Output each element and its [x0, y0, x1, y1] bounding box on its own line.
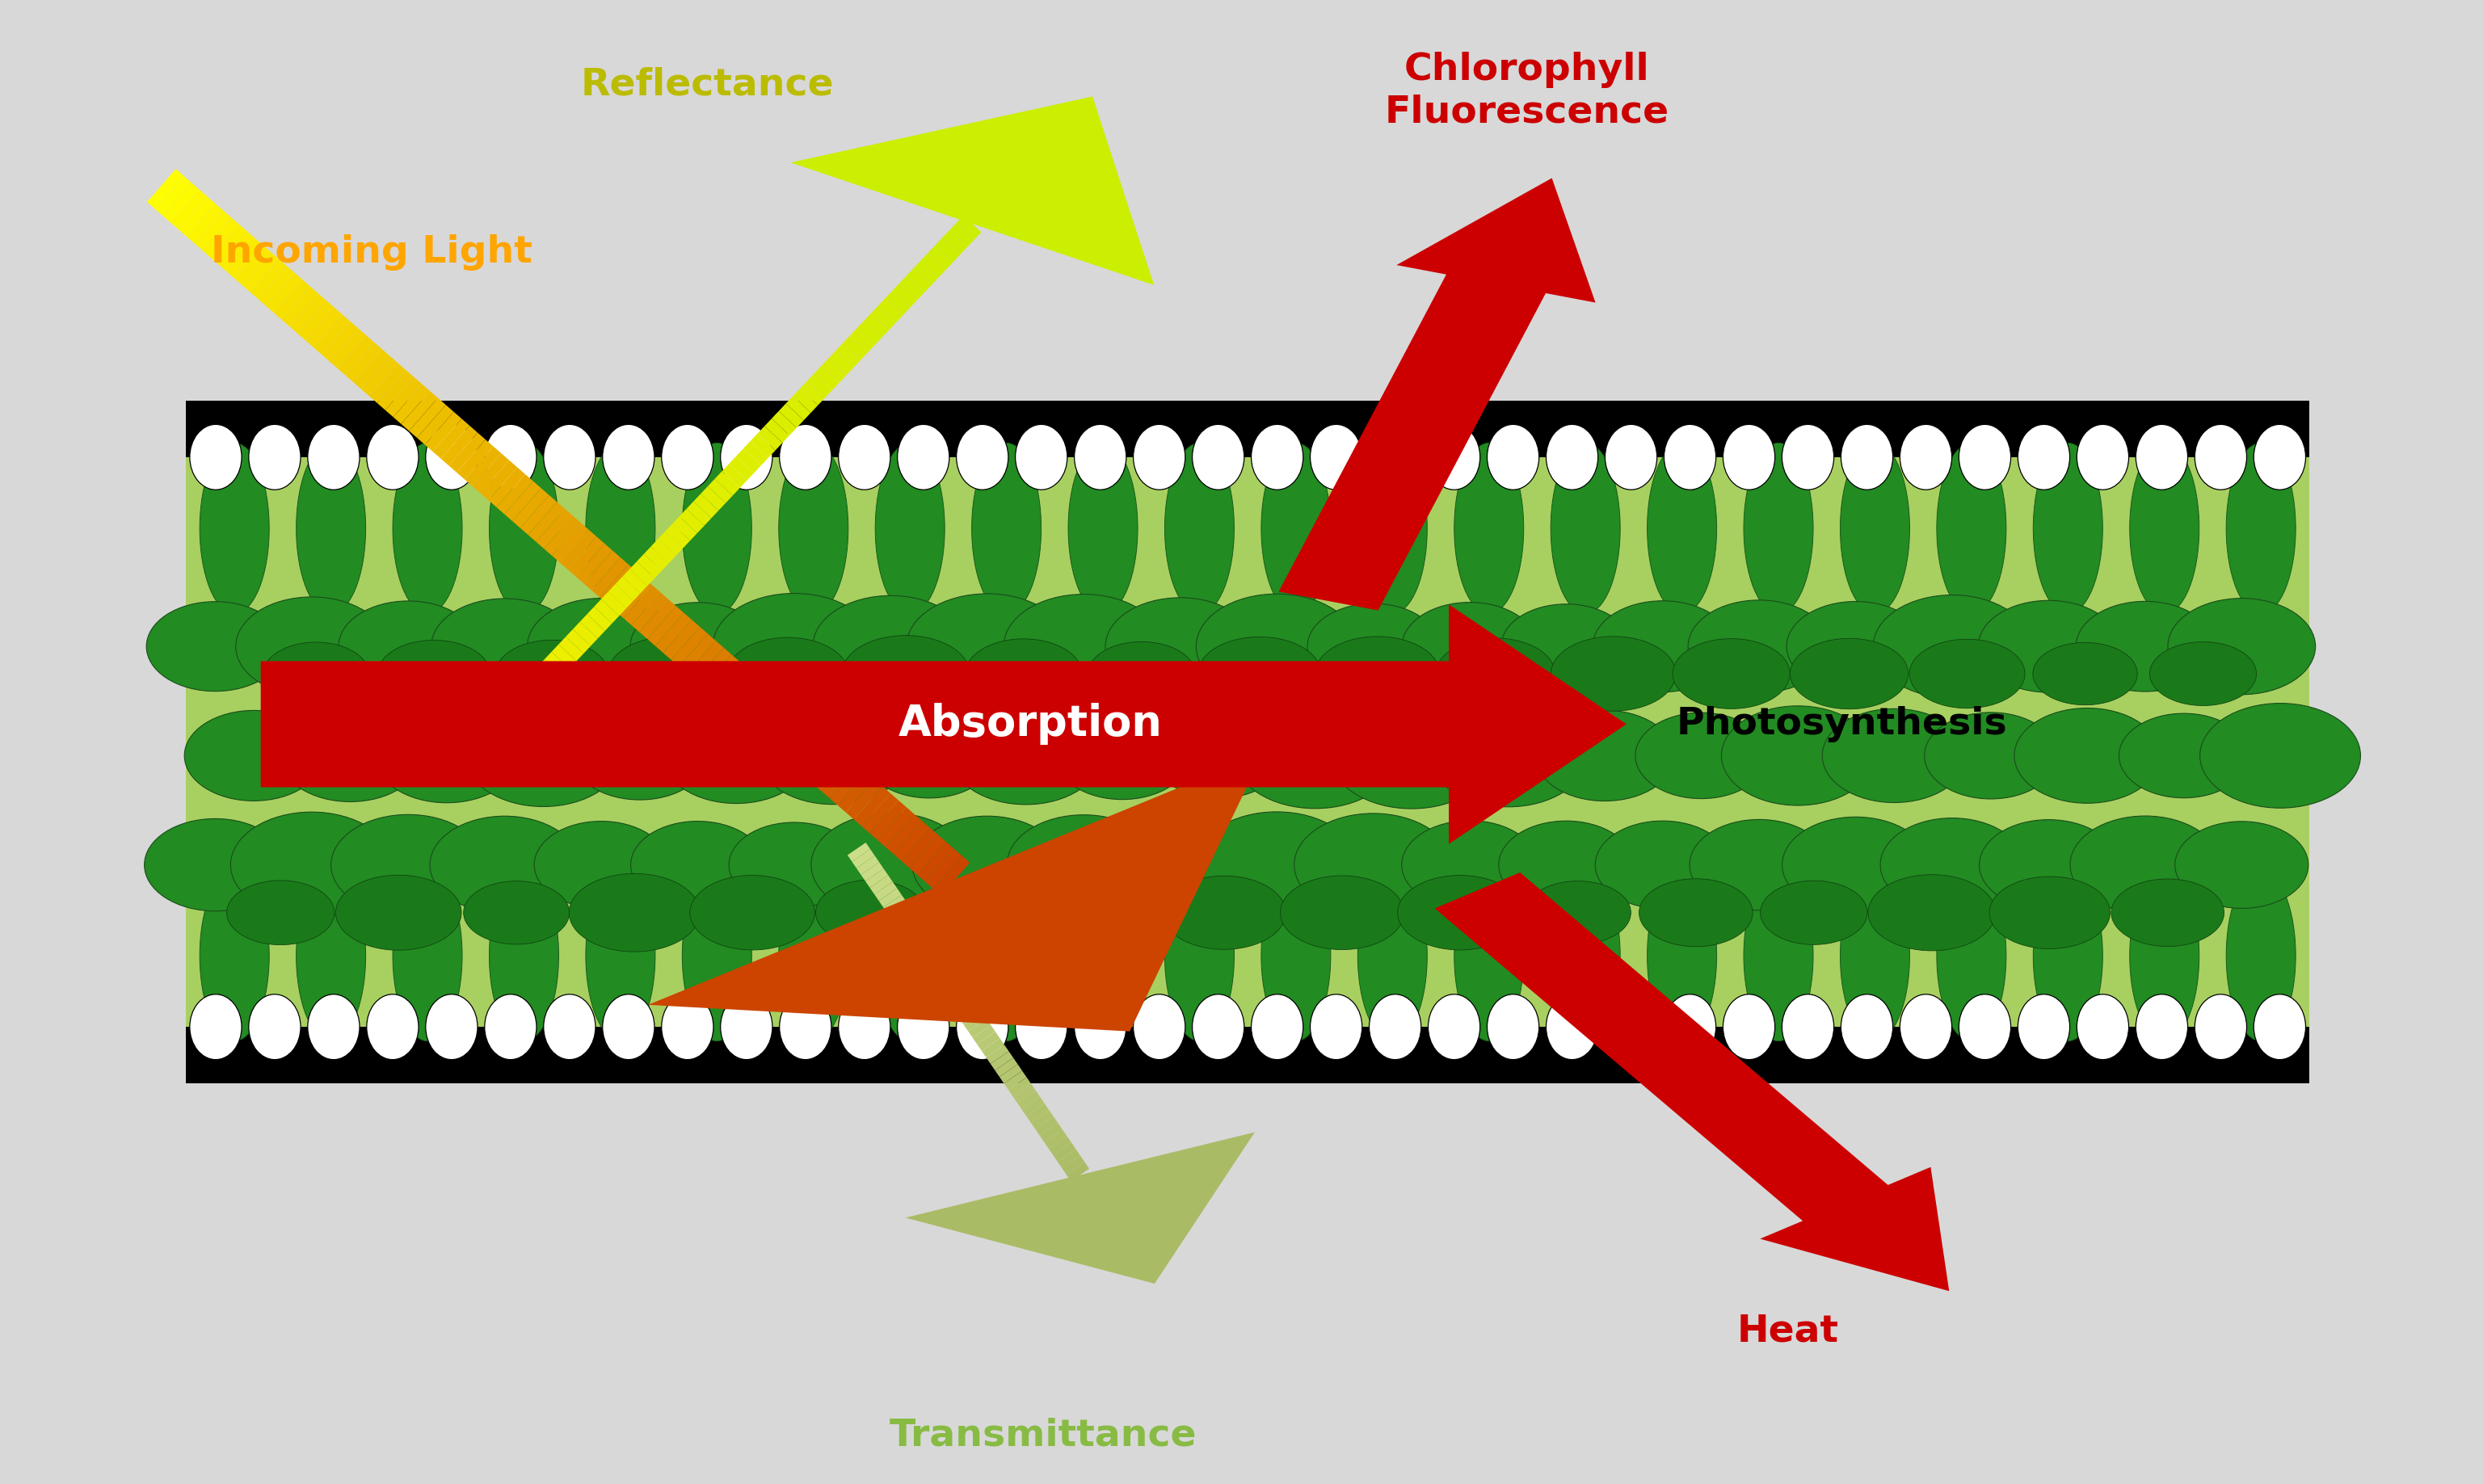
- FancyArrow shape: [1435, 873, 1949, 1291]
- Ellipse shape: [1075, 994, 1127, 1060]
- Text: Incoming Light: Incoming Light: [211, 234, 531, 270]
- Ellipse shape: [971, 870, 1040, 1042]
- Ellipse shape: [1502, 604, 1631, 689]
- Ellipse shape: [2255, 424, 2307, 490]
- Ellipse shape: [1358, 442, 1428, 614]
- Ellipse shape: [1547, 424, 1599, 490]
- Ellipse shape: [2227, 870, 2297, 1042]
- Ellipse shape: [780, 424, 832, 490]
- Ellipse shape: [2135, 424, 2188, 490]
- Ellipse shape: [534, 821, 668, 908]
- Ellipse shape: [1487, 994, 1539, 1060]
- Ellipse shape: [1234, 703, 1395, 809]
- Ellipse shape: [780, 870, 849, 1042]
- Ellipse shape: [1783, 994, 1835, 1060]
- Ellipse shape: [295, 442, 365, 614]
- Ellipse shape: [425, 994, 477, 1060]
- Ellipse shape: [1008, 815, 1160, 916]
- Ellipse shape: [1132, 424, 1184, 490]
- Ellipse shape: [1403, 603, 1537, 690]
- Ellipse shape: [817, 880, 924, 945]
- Ellipse shape: [1311, 994, 1363, 1060]
- Ellipse shape: [308, 424, 360, 490]
- Ellipse shape: [2014, 708, 2160, 803]
- Ellipse shape: [544, 994, 596, 1060]
- Ellipse shape: [1165, 442, 1234, 614]
- Ellipse shape: [432, 598, 579, 695]
- Ellipse shape: [2130, 870, 2200, 1042]
- Ellipse shape: [2071, 816, 2220, 914]
- Ellipse shape: [1636, 712, 1768, 798]
- Ellipse shape: [586, 442, 656, 614]
- Ellipse shape: [146, 601, 283, 692]
- Ellipse shape: [1525, 881, 1631, 944]
- Ellipse shape: [1604, 994, 1656, 1060]
- Ellipse shape: [1989, 877, 2111, 948]
- Ellipse shape: [1552, 442, 1621, 614]
- Ellipse shape: [660, 424, 713, 490]
- Ellipse shape: [1043, 876, 1169, 950]
- Ellipse shape: [1309, 604, 1440, 689]
- Text: Heat: Heat: [1736, 1313, 1840, 1349]
- Ellipse shape: [1368, 424, 1420, 490]
- Ellipse shape: [1790, 638, 1909, 709]
- Ellipse shape: [1872, 595, 2031, 697]
- Ellipse shape: [544, 424, 596, 490]
- Ellipse shape: [1840, 994, 1892, 1060]
- Ellipse shape: [1115, 822, 1244, 907]
- Ellipse shape: [226, 880, 335, 945]
- Ellipse shape: [757, 706, 906, 804]
- Ellipse shape: [1760, 880, 1867, 945]
- Ellipse shape: [1368, 994, 1420, 1060]
- Ellipse shape: [1165, 870, 1234, 1042]
- Ellipse shape: [1251, 994, 1304, 1060]
- Ellipse shape: [911, 816, 1063, 914]
- Ellipse shape: [1924, 712, 2056, 798]
- Ellipse shape: [1840, 424, 1892, 490]
- Ellipse shape: [1068, 870, 1137, 1042]
- Ellipse shape: [1664, 424, 1716, 490]
- Ellipse shape: [2118, 714, 2250, 798]
- Ellipse shape: [1899, 994, 1952, 1060]
- Ellipse shape: [1435, 638, 1554, 709]
- Ellipse shape: [1552, 870, 1621, 1042]
- Ellipse shape: [1428, 424, 1480, 490]
- Ellipse shape: [713, 594, 876, 699]
- Ellipse shape: [2076, 424, 2128, 490]
- Text: Transmittance: Transmittance: [889, 1417, 1197, 1453]
- Ellipse shape: [231, 812, 392, 917]
- Ellipse shape: [1331, 702, 1492, 809]
- Polygon shape: [790, 96, 1155, 285]
- Ellipse shape: [1552, 637, 1676, 711]
- Ellipse shape: [1281, 876, 1403, 950]
- Ellipse shape: [1088, 641, 1194, 706]
- Bar: [186, 1027, 2309, 1083]
- Ellipse shape: [1487, 424, 1539, 490]
- Ellipse shape: [1311, 424, 1363, 490]
- Ellipse shape: [295, 870, 365, 1042]
- Ellipse shape: [1783, 818, 1929, 913]
- Ellipse shape: [1721, 706, 1875, 806]
- Bar: [186, 457, 2309, 1027]
- Ellipse shape: [1398, 876, 1522, 950]
- Text: Photosynthesis: Photosynthesis: [1676, 706, 2006, 742]
- Ellipse shape: [2150, 643, 2257, 705]
- Ellipse shape: [1155, 712, 1284, 798]
- Ellipse shape: [367, 424, 420, 490]
- Ellipse shape: [839, 994, 891, 1060]
- Ellipse shape: [1197, 637, 1321, 711]
- Ellipse shape: [603, 994, 656, 1060]
- Ellipse shape: [720, 424, 772, 490]
- Ellipse shape: [1723, 424, 1775, 490]
- Ellipse shape: [1959, 994, 2011, 1060]
- Ellipse shape: [951, 706, 1100, 804]
- Ellipse shape: [464, 705, 621, 807]
- Ellipse shape: [720, 994, 772, 1060]
- Ellipse shape: [2019, 994, 2071, 1060]
- Ellipse shape: [2175, 822, 2309, 908]
- Ellipse shape: [780, 442, 849, 614]
- Ellipse shape: [248, 424, 300, 490]
- Ellipse shape: [375, 708, 519, 803]
- Bar: [186, 401, 2309, 457]
